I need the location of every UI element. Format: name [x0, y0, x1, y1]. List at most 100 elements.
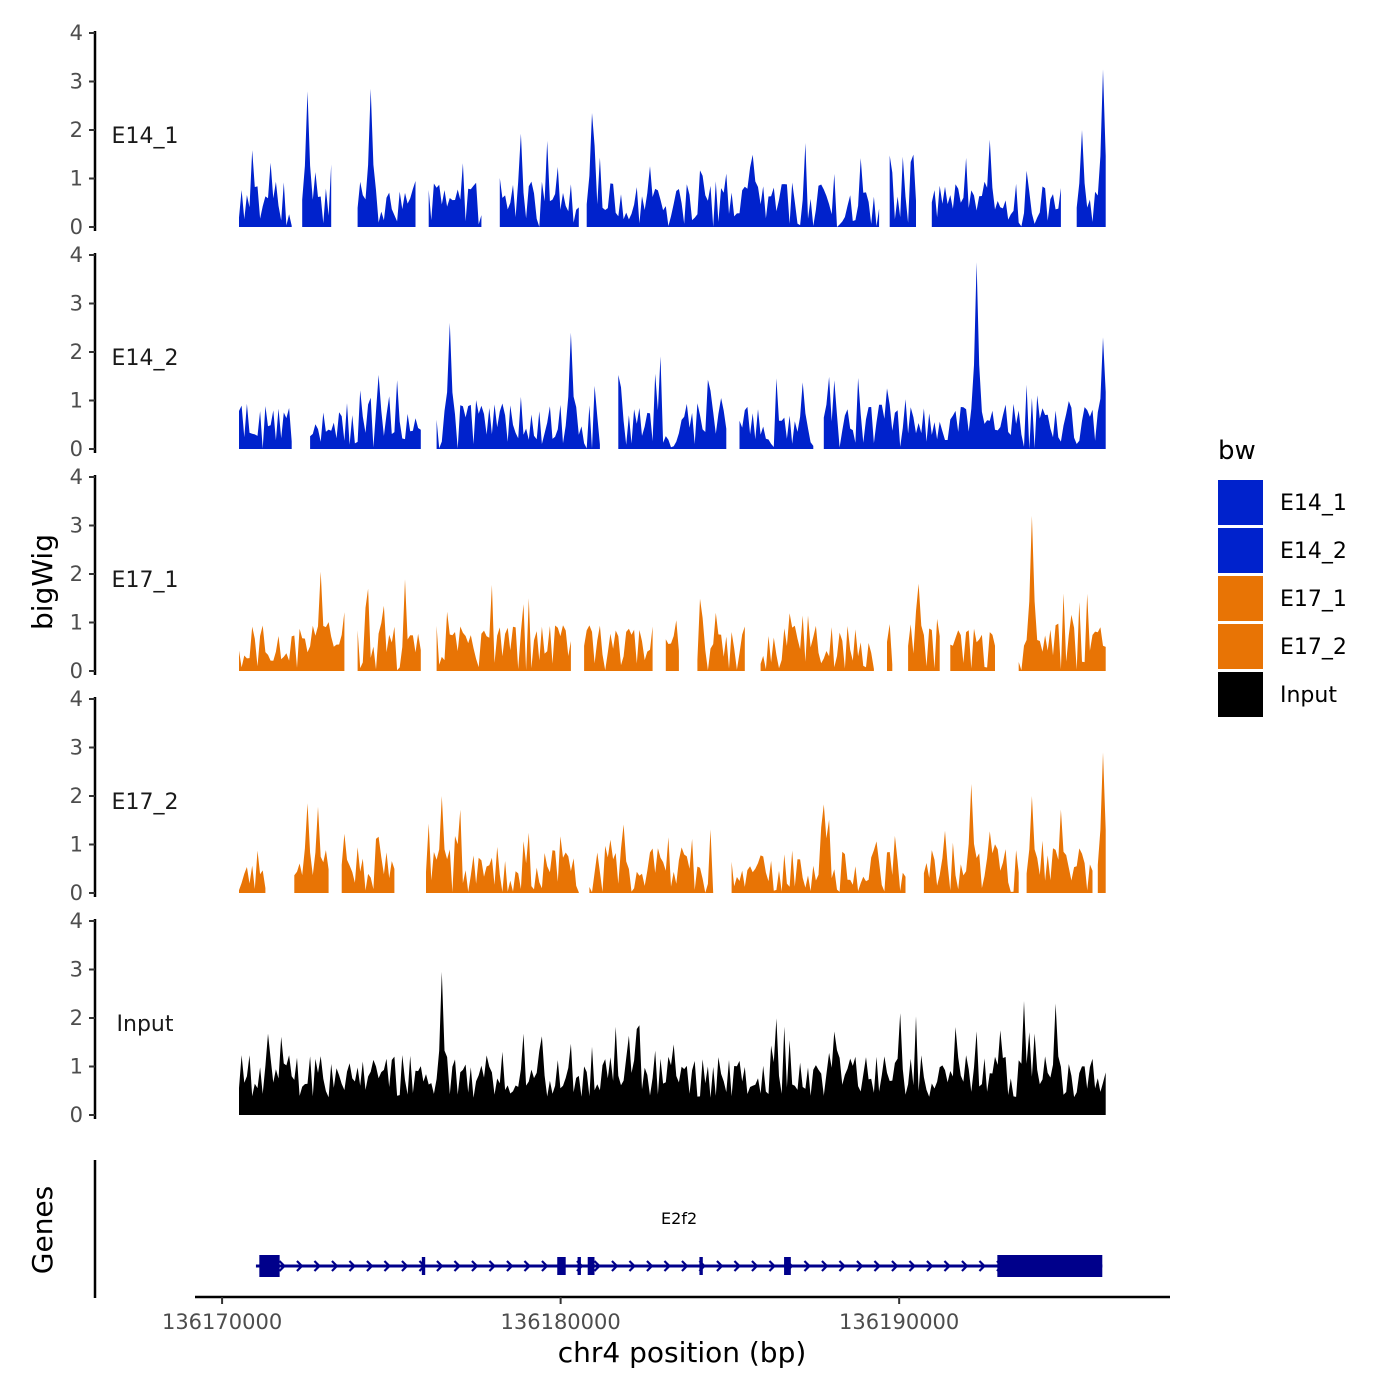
strand-arrow	[768, 1260, 776, 1272]
gene-exon	[997, 1255, 1103, 1277]
strand-arrow	[401, 1260, 409, 1272]
gene-exon	[259, 1255, 280, 1277]
y-tick-label: 4	[70, 687, 83, 711]
x-tick-label: 136180000	[501, 1310, 621, 1334]
y-tick-label: 1	[70, 1055, 83, 1079]
signal-area	[760, 613, 874, 671]
legend-key	[1218, 480, 1263, 525]
strand-arrow	[733, 1260, 741, 1272]
y-tick-label: 3	[70, 514, 83, 538]
signal-area	[739, 378, 814, 449]
y-tick-label: 4	[70, 243, 83, 267]
signal-area	[584, 625, 653, 671]
strand-arrow	[873, 1260, 881, 1272]
genes-track-label: Genes	[26, 1186, 59, 1274]
legend-label: E14_2	[1280, 539, 1347, 564]
signal-area	[357, 88, 416, 227]
y-axis-title: bigWig	[26, 534, 59, 630]
signal-area	[239, 403, 292, 449]
gene-name-label: E2f2	[661, 1209, 697, 1228]
signal-area	[1018, 515, 1106, 671]
genes-track: E2f2	[93, 1160, 1103, 1298]
x-tick-label: 136170000	[162, 1310, 282, 1334]
y-tick-label: 3	[70, 958, 83, 982]
x-tick-label: 136190000	[839, 1310, 959, 1334]
signal-area	[436, 322, 600, 449]
strand-arrow	[838, 1260, 846, 1272]
gene-exon	[577, 1257, 581, 1275]
signal-area	[586, 113, 880, 227]
signal-area	[294, 803, 329, 893]
strand-arrow	[471, 1260, 479, 1272]
signal-area	[426, 796, 579, 893]
track-e14-1: 0 1 2 3 4 E14_1	[70, 21, 1106, 239]
strand-arrow	[348, 1260, 356, 1272]
strand-arrow	[593, 1260, 601, 1272]
strand-arrow	[366, 1260, 374, 1272]
strand-arrow	[716, 1260, 724, 1272]
y-tick-label: 1	[70, 833, 83, 857]
strand-arrow	[978, 1260, 986, 1272]
legend-key	[1218, 528, 1263, 573]
legend-key	[1218, 576, 1263, 621]
y-tick-label: 3	[70, 292, 83, 316]
signal-area	[310, 374, 421, 449]
strand-arrow	[803, 1260, 811, 1272]
signal-area	[239, 850, 266, 893]
strand-arrow	[611, 1260, 619, 1272]
strand-arrow	[663, 1260, 671, 1272]
strand-arrow	[506, 1260, 514, 1272]
strand-arrow	[943, 1260, 951, 1272]
signal-area	[887, 624, 893, 671]
gene-exon	[784, 1257, 791, 1275]
track-input: 0 1 2 3 4 Input	[70, 909, 1106, 1127]
signal-area	[697, 598, 745, 671]
y-tick-label: 4	[70, 21, 83, 45]
signal-area	[823, 262, 1106, 449]
signal-area	[908, 583, 940, 671]
gene-exon	[557, 1257, 566, 1275]
signal-area	[239, 971, 1106, 1115]
gene-exon	[421, 1257, 426, 1275]
signal-area	[436, 584, 571, 671]
y-tick-label: 2	[70, 1006, 83, 1030]
strand-arrow	[453, 1260, 461, 1272]
signal-area	[239, 150, 292, 227]
track-e14-2: 0 1 2 3 4 E14_2	[70, 243, 1106, 461]
y-tick-label: 4	[70, 465, 83, 489]
y-tick-label: 2	[70, 340, 83, 364]
legend-label: E17_1	[1280, 587, 1347, 612]
strand-arrow	[681, 1260, 689, 1272]
legend-title: bw	[1218, 436, 1256, 466]
track-e17-1: 0 1 2 3 4 E17_1	[70, 465, 1106, 683]
y-tick-label: 3	[70, 736, 83, 760]
signal-area	[499, 133, 579, 227]
y-tick-label: 0	[70, 1103, 83, 1127]
y-tick-label: 4	[70, 909, 83, 933]
signal-tracks: 0 1 2 3 4 E14_1 0 1 2 3 4 E14_2 0 1 2 3 4 E17_1 0 1 2 3 4 E17_2…	[70, 21, 1106, 1127]
x-axis: 136170000 136180000 136190000	[162, 1295, 1170, 1334]
signal-area	[302, 91, 332, 227]
signal-area	[1026, 796, 1093, 893]
signal-area	[731, 804, 906, 893]
strand-arrow	[523, 1260, 531, 1272]
y-tick-label: 1	[70, 389, 83, 413]
signal-area	[1097, 752, 1106, 893]
signal-area	[950, 628, 995, 671]
strand-arrow	[628, 1260, 636, 1272]
y-tick-label: 2	[70, 562, 83, 586]
legend: bw E14_1 E14_2 E17_1 E17_2 Input	[1218, 436, 1347, 717]
strand-arrow	[296, 1260, 304, 1272]
track-label: E17_2	[112, 790, 179, 815]
strand-arrow	[436, 1260, 444, 1272]
legend-label: E14_1	[1280, 491, 1347, 516]
strand-arrow	[646, 1260, 654, 1272]
strand-arrow	[331, 1260, 339, 1272]
signal-area	[589, 824, 714, 893]
gene-exon	[699, 1257, 703, 1275]
legend-key	[1218, 624, 1263, 669]
signal-area	[239, 571, 345, 671]
strand-arrow	[961, 1260, 969, 1272]
strand-arrow	[821, 1260, 829, 1272]
